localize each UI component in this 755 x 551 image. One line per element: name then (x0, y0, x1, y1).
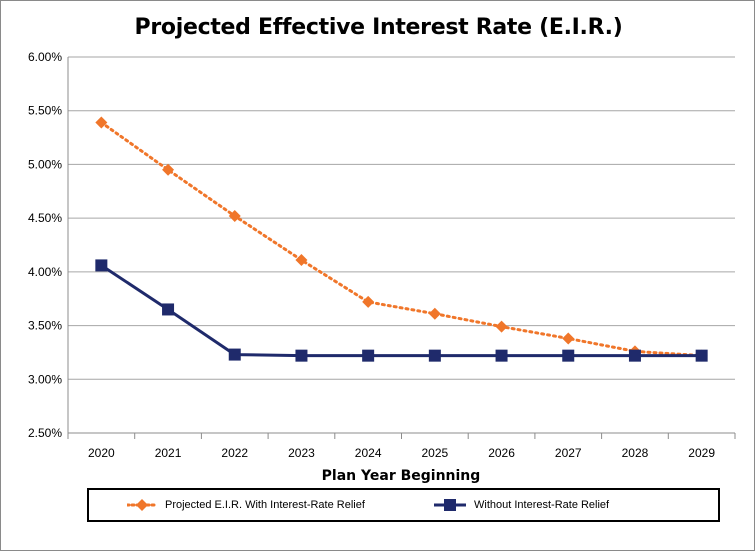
chart-title: Projected Effective Interest Rate (E.I.R… (134, 15, 623, 40)
data-point-square (495, 349, 508, 362)
data-point-diamond (495, 320, 508, 333)
y-tick-label: 3.50% (28, 319, 62, 333)
x-axis-label: Plan Year Beginning (321, 468, 481, 484)
data-point-diamond (228, 209, 241, 222)
y-tick-label: 5.00% (28, 157, 62, 171)
y-tick-label: 4.00% (28, 265, 62, 279)
data-point-square (628, 349, 641, 362)
x-tick-label: 2024 (355, 446, 382, 460)
y-tick-label: 4.50% (28, 211, 62, 225)
y-tick-label: 5.50% (28, 104, 62, 118)
series-line-1 (100, 264, 702, 358)
y-tick-label: 2.50% (28, 426, 62, 440)
data-point-square (695, 349, 708, 362)
data-point-diamond (562, 332, 575, 345)
legend: Projected E.I.R. With Interest-Rate Reli… (87, 488, 720, 522)
series-line-0 (99, 121, 704, 358)
x-tick-label: 2026 (488, 446, 515, 460)
x-tick-label: 2021 (155, 446, 182, 460)
y-tick-label: 6.00% (28, 50, 62, 64)
x-tick-label: 2023 (288, 446, 315, 460)
legend-item-with-relief: Projected E.I.R. With Interest-Rate Reli… (127, 490, 365, 520)
x-tick-label: 2025 (421, 446, 448, 460)
x-tick-label: 2028 (622, 446, 649, 460)
data-point-diamond (295, 254, 308, 267)
legend-marker-without-relief (434, 499, 466, 511)
legend-item-without-relief: Without Interest-Rate Relief (434, 490, 609, 520)
data-point-square (95, 259, 108, 272)
x-tick-label: 2029 (688, 446, 715, 460)
y-tick-label: 3.00% (28, 372, 62, 386)
data-point-diamond (95, 116, 108, 129)
data-point-square (295, 349, 308, 362)
data-point-diamond (162, 163, 175, 176)
data-point-square (362, 349, 375, 362)
legend-marker-with-relief (127, 499, 157, 511)
x-tick-label: 2020 (88, 446, 115, 460)
x-tick-label: 2027 (555, 446, 582, 460)
data-point-square (162, 303, 175, 316)
data-point-diamond (362, 295, 375, 308)
x-tick-label: 2022 (221, 446, 248, 460)
data-point-square (562, 349, 575, 362)
data-point-square (228, 348, 241, 361)
data-point-square (428, 349, 441, 362)
legend-label-without-relief: Without Interest-Rate Relief (474, 499, 610, 511)
data-point-diamond (428, 307, 441, 320)
legend-label-with-relief: Projected E.I.R. With Interest-Rate Reli… (165, 499, 365, 511)
